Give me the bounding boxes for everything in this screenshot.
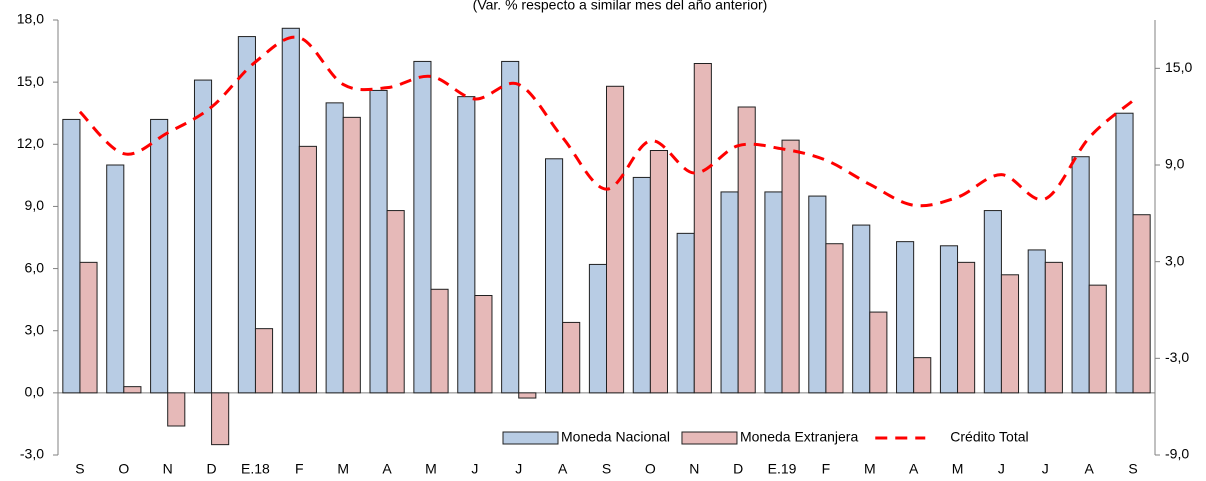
legend-label: Moneda Extranjera [740,429,859,445]
x-tick-label: N [163,461,173,477]
x-tick-label: J [471,461,478,477]
bar [693,63,712,394]
bar [474,295,493,394]
bar [913,357,932,394]
bar [123,386,142,394]
bar [939,245,959,394]
bar [1132,214,1151,394]
bar [211,392,230,446]
x-tick-label: E.19 [768,461,797,477]
bar [325,102,344,394]
bar [632,176,651,394]
y2-tick-label: -9,0 [1165,446,1189,462]
bar [62,118,81,394]
x-tick-label: J [1042,461,1049,477]
bar [676,232,695,394]
x-tick-label: A [909,461,919,477]
bar [518,392,537,399]
x-tick-label: J [515,461,522,477]
bar [413,60,432,394]
legend-label: Crédito Total [950,429,1028,445]
chart-subtitle: (Var. % respecto a similar mes del año a… [473,0,768,13]
bar [545,158,564,394]
y2-tick-label: 3,0 [1165,252,1185,268]
x-tick-label: D [207,461,217,477]
x-tick-label: S [75,461,84,477]
x-tick-label: F [822,461,831,477]
bar [1071,156,1090,394]
legend-swatch [502,431,559,445]
bar [106,164,125,394]
bar [737,106,756,394]
y2-tick-label: -3,0 [1165,349,1189,365]
y-tick-label: 12,0 [17,135,44,151]
bar [825,243,844,394]
bar [1027,249,1046,394]
x-tick-label: S [602,461,611,477]
bar [457,96,476,394]
bar [720,191,739,394]
y-tick-label: 3,0 [25,321,45,337]
bar [781,139,800,394]
x-tick-label: M [864,461,876,477]
bar [983,210,1002,394]
y-tick-label: 18,0 [17,11,44,27]
bar [808,195,827,394]
x-tick-label: M [337,461,349,477]
bar [649,150,668,394]
bar [588,263,607,394]
x-tick-label: A [1085,461,1095,477]
bar [150,118,169,394]
bar [79,261,98,394]
bar [764,191,783,394]
bar [386,210,405,394]
bar [1000,274,1020,394]
x-tick-label: M [425,461,437,477]
bar [254,328,274,394]
x-tick-label: F [295,461,304,477]
bar [342,116,361,394]
x-tick-label: E.18 [241,461,270,477]
bar [1044,261,1063,394]
y-tick-label: -3,0 [20,446,44,462]
x-tick-label: A [382,461,392,477]
x-tick-label: J [998,461,1005,477]
x-tick-label: O [118,461,129,477]
bar [193,79,213,394]
x-tick-label: O [645,461,656,477]
x-tick-label: N [689,461,699,477]
bar [501,60,520,394]
line-series [78,35,1135,208]
x-tick-label: M [952,461,964,477]
bar [869,311,888,394]
legend-label: Moneda Nacional [561,429,670,445]
bar [281,27,300,394]
bar [852,224,871,394]
bar [1088,284,1107,394]
y-tick-label: 6,0 [25,259,45,275]
x-tick-label: S [1128,461,1137,477]
bar [562,321,581,394]
x-tick-label: A [558,461,568,477]
legend: Moneda Nacional Moneda Extranjera Crédito … [502,429,1029,445]
y-tick-label: 0,0 [25,384,45,400]
bar [369,89,388,394]
bar [957,261,976,394]
bar [1115,112,1134,394]
y-tick-label: 15,0 [17,73,44,89]
y2-tick-label: 9,0 [1165,156,1185,172]
bar [606,85,625,394]
legend-swatch [681,431,738,445]
bar [237,36,256,394]
x-tick-label: D [733,461,743,477]
bar [298,145,317,394]
y-tick-label: 9,0 [25,197,45,213]
bar [896,241,915,394]
bar [167,392,186,427]
y2-tick-label: 15,0 [1165,59,1192,75]
bar [430,288,449,394]
